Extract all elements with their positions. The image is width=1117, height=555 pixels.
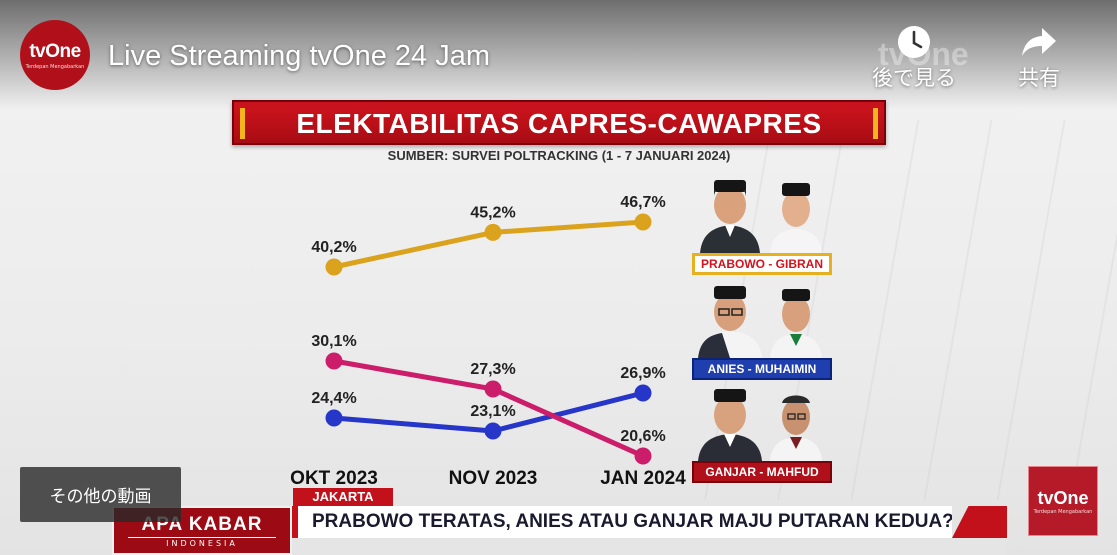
candidate-panel-ganjar-mahfud: GANJAR - MAHFUD <box>692 383 832 483</box>
candidate-portrait-icon <box>770 395 822 461</box>
candidate-label: GANJAR - MAHFUD <box>692 461 832 483</box>
candidate-portrait-icon <box>698 389 762 461</box>
data-point <box>484 223 502 241</box>
share-label: 共有 <box>1018 66 1060 90</box>
share-arrow-icon <box>1022 28 1056 56</box>
data-label: 46,7% <box>620 194 665 211</box>
news-headline: PRABOWO TERATAS, ANIES ATAU GANJAR MAJU … <box>292 506 952 538</box>
chart-title: ELEKTABILITAS CAPRES-CAWAPRES <box>296 108 822 139</box>
data-point <box>325 409 343 427</box>
watch-later-button[interactable]: 後で見る <box>862 22 966 92</box>
candidate-label: PRABOWO - GIBRAN <box>692 253 832 275</box>
data-point <box>634 384 652 402</box>
candidate-label: ANIES - MUHAIMIN <box>692 358 832 380</box>
clock-icon <box>898 26 930 58</box>
x-tick-label: OKT 2023 <box>290 468 378 489</box>
data-point <box>634 447 652 465</box>
candidate-photos <box>692 175 832 253</box>
x-tick-label: JAN 2024 <box>600 468 686 489</box>
more-videos-button[interactable]: その他の動画 <box>20 467 181 522</box>
data-label: 30,1% <box>311 333 356 350</box>
data-label: 40,2% <box>311 239 356 256</box>
ticker-strip <box>292 538 1007 555</box>
candidate-portrait-icon <box>700 180 760 253</box>
candidate-portrait-icon <box>698 286 762 358</box>
data-label: 27,3% <box>470 361 515 378</box>
chart-source: SUMBER: SURVEI POLTRACKING (1 - 7 JANUAR… <box>387 148 731 163</box>
x-tick-label: NOV 2023 <box>449 468 538 489</box>
corner-tagline: Terdepan Mengabarkan <box>1033 508 1093 515</box>
data-point <box>325 258 343 276</box>
data-point <box>484 380 502 398</box>
data-point <box>325 352 343 370</box>
data-label: 20,6% <box>620 428 665 445</box>
data-label: 26,9% <box>620 365 665 382</box>
candidate-portrait-icon <box>770 289 822 358</box>
channel-avatar[interactable]: tvOne Terdepan Mengabarkan <box>20 20 90 90</box>
news-lower-third: JAKARTA APA KABAR INDONESIA PRABOWO TERA… <box>112 488 1007 555</box>
data-label: 45,2% <box>470 204 515 221</box>
candidate-photos <box>692 383 832 461</box>
banner-accent-left <box>240 108 245 139</box>
program-subtitle: INDONESIA <box>128 537 276 548</box>
data-point <box>484 422 502 440</box>
data-point <box>634 213 652 231</box>
data-label: 23,1% <box>470 403 515 420</box>
channel-tagline: Terdepan Mengabarkan <box>25 63 85 70</box>
candidate-portrait-icon <box>770 183 822 253</box>
headline-accent <box>952 506 1007 538</box>
candidate-panel-anies-muhaimin: ANIES - MUHAIMIN <box>692 280 832 380</box>
watch-later-label: 後で見る <box>872 66 956 90</box>
banner-accent-right <box>873 108 878 139</box>
share-button[interactable]: 共有 <box>1006 22 1072 92</box>
corner-logo-text: tvOne <box>1037 487 1089 508</box>
candidate-panel-prabowo-gibran: PRABOWO - GIBRAN <box>692 175 832 275</box>
channel-logo-text: tvOne <box>29 40 81 62</box>
video-title[interactable]: Live Streaming tvOne 24 Jam <box>108 40 491 72</box>
player-top-overlay <box>0 0 1117 110</box>
corner-channel-logo[interactable]: tvOne Terdepan Mengabarkan <box>1028 466 1098 536</box>
candidate-photos <box>692 280 832 358</box>
data-label: 24,4% <box>311 390 356 407</box>
location-tag: JAKARTA <box>293 488 393 506</box>
